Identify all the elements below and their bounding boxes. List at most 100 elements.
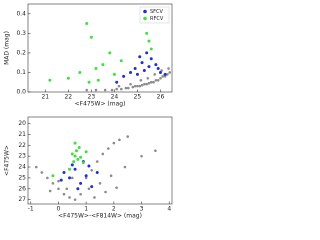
point xyxy=(70,163,74,167)
y-tick-label: 0.2 xyxy=(16,49,26,56)
point xyxy=(85,88,89,92)
point xyxy=(153,73,157,76)
x-tick-label: 25 xyxy=(134,94,142,101)
point xyxy=(98,182,102,185)
y-tick-label: 26 xyxy=(18,185,26,192)
x-tick-label: 4 xyxy=(167,206,171,213)
point xyxy=(152,80,155,84)
point xyxy=(73,167,77,171)
point xyxy=(94,67,98,71)
point xyxy=(167,67,170,70)
x-tick-label: 21 xyxy=(41,94,49,101)
point xyxy=(48,78,52,82)
legend-label: SFCV xyxy=(150,9,164,15)
point xyxy=(115,186,118,189)
point xyxy=(154,149,157,153)
point xyxy=(129,70,133,74)
y-tick-label: 20 xyxy=(18,120,26,127)
x-tick-label: 2 xyxy=(112,206,116,213)
point xyxy=(142,68,146,72)
point xyxy=(40,171,44,174)
point xyxy=(109,174,113,178)
point xyxy=(146,77,150,80)
point xyxy=(123,165,127,169)
legend-box xyxy=(139,6,170,24)
point xyxy=(145,51,149,55)
y-tick-label: 0.4 xyxy=(16,10,26,17)
point xyxy=(149,80,153,84)
point xyxy=(71,176,74,180)
x-tick-label: 26 xyxy=(157,94,165,101)
y-axis-label: MAD (mag) xyxy=(4,31,11,65)
figure: 21 22 23 24 25 260.00.10.20.30.4<F475W> (mag)… xyxy=(4,3,173,220)
point xyxy=(154,63,158,67)
point xyxy=(73,198,77,201)
point xyxy=(145,31,149,35)
point xyxy=(78,70,82,74)
point xyxy=(138,55,142,59)
point xyxy=(126,86,130,90)
point xyxy=(140,61,144,65)
point xyxy=(166,73,169,76)
y-tick-label: 27 xyxy=(18,196,26,203)
point xyxy=(84,174,88,178)
point xyxy=(156,78,160,82)
point xyxy=(120,87,123,91)
point xyxy=(124,86,128,90)
point xyxy=(84,150,88,154)
point xyxy=(51,182,55,185)
point xyxy=(101,152,105,156)
point xyxy=(112,141,116,145)
point xyxy=(135,72,139,76)
point xyxy=(94,88,98,92)
point xyxy=(115,87,119,91)
point xyxy=(126,135,129,138)
y-tick-label: 0.1 xyxy=(16,69,26,76)
point xyxy=(57,179,60,183)
point xyxy=(73,154,77,158)
x-tick-label: -1 xyxy=(28,206,34,213)
point xyxy=(108,51,112,55)
x-tick-label: 24 xyxy=(111,94,119,101)
y-tick-label: 22 xyxy=(18,142,26,149)
point xyxy=(161,75,165,78)
point xyxy=(65,187,69,191)
point xyxy=(104,190,107,194)
point xyxy=(110,88,114,92)
legend-marker xyxy=(143,9,147,14)
point xyxy=(79,192,82,196)
point xyxy=(140,154,143,158)
point xyxy=(87,187,91,191)
x-axis-label: <F475W> (mag) xyxy=(75,101,126,108)
point xyxy=(139,78,143,82)
point xyxy=(133,67,137,71)
x-tick-label: 0 xyxy=(57,206,61,213)
legend-marker xyxy=(143,16,147,21)
point xyxy=(95,160,99,163)
point xyxy=(76,157,80,161)
point xyxy=(66,76,70,80)
point xyxy=(35,165,38,169)
point xyxy=(48,189,52,193)
point xyxy=(73,141,77,145)
legend-label: RFCV xyxy=(150,16,164,22)
point xyxy=(149,57,153,61)
point xyxy=(147,81,151,85)
point xyxy=(154,78,158,82)
y-tick-label: 23 xyxy=(18,153,26,160)
point xyxy=(89,35,93,39)
point xyxy=(119,59,123,63)
y-tick-label: 21 xyxy=(18,131,26,138)
point xyxy=(59,178,63,182)
x-tick-label: 1 xyxy=(84,206,88,213)
point xyxy=(77,145,81,149)
point xyxy=(84,176,88,180)
point xyxy=(147,39,151,43)
point xyxy=(68,196,71,199)
point xyxy=(72,160,76,164)
point xyxy=(112,72,116,76)
point xyxy=(103,88,107,92)
point xyxy=(149,47,153,51)
y-tick-label: 0.0 xyxy=(16,89,26,96)
point xyxy=(115,80,119,84)
